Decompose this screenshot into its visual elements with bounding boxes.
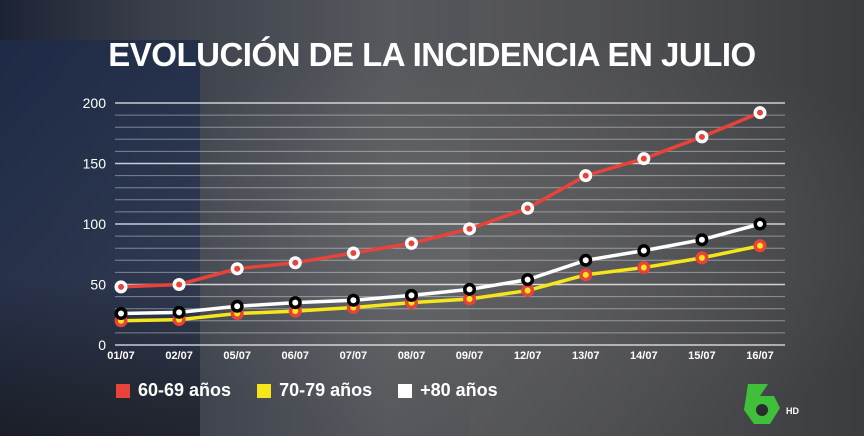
legend-label: 60-69 años — [138, 380, 232, 400]
data-point-core — [640, 155, 647, 162]
series-line — [120, 222, 761, 316]
y-tick-label: 150 — [83, 156, 107, 172]
data-point-core — [582, 172, 589, 179]
data-point-core — [466, 225, 473, 232]
x-tick-label: 08/07 — [398, 350, 426, 362]
legend-swatch — [257, 383, 272, 398]
legend-label: 70-79 años — [279, 380, 373, 400]
x-tick-label: 01/07 — [107, 350, 135, 362]
x-tick-label: 15/07 — [688, 350, 716, 362]
legend-item: +80 años — [398, 380, 498, 401]
data-point-core — [698, 236, 705, 243]
data-point-core — [350, 297, 357, 304]
background-photo-shade — [0, 40, 200, 436]
data-point-core — [466, 296, 473, 303]
data-point-core — [176, 309, 183, 316]
data-point-core — [118, 283, 124, 290]
legend: 60-69 años 70-79 años +80 años — [116, 380, 498, 401]
data-point-core — [118, 310, 124, 317]
data-point-core — [582, 257, 589, 264]
data-point-core — [176, 281, 183, 288]
data-point-core — [757, 242, 763, 249]
background-photo-wall — [470, 0, 864, 436]
legend-label: +80 años — [420, 380, 498, 400]
channel-logo — [744, 384, 780, 424]
data-point-core — [292, 259, 299, 266]
data-point-core — [408, 292, 415, 299]
series-line — [120, 111, 761, 289]
y-tick-label: 50 — [90, 277, 106, 293]
y-tick-label: 200 — [83, 95, 107, 111]
x-tick-label: 05/07 — [223, 350, 251, 362]
x-tick-label: 09/07 — [456, 350, 484, 362]
x-tick-label: 14/07 — [630, 350, 658, 362]
legend-swatch — [398, 383, 413, 398]
data-point-core — [234, 303, 241, 310]
data-point-core — [466, 286, 473, 293]
data-point-core — [524, 205, 531, 212]
legend-item: 60-69 años — [116, 380, 231, 401]
data-point-core — [698, 133, 705, 140]
data-point-core — [524, 276, 531, 283]
data-point-core — [757, 221, 763, 227]
data-point-core — [292, 299, 299, 306]
legend-item: 70-79 años — [257, 380, 372, 401]
y-tick-label: 0 — [98, 337, 106, 353]
data-point-core — [350, 250, 357, 257]
hd-badge: HD — [786, 406, 799, 416]
data-point-core — [292, 308, 299, 315]
data-point-core — [582, 271, 589, 278]
legend-swatch — [116, 383, 130, 398]
data-point-core — [408, 240, 415, 247]
y-tick-label: 100 — [83, 216, 107, 232]
data-point-core — [757, 109, 763, 116]
data-point-core — [234, 265, 241, 272]
x-tick-label: 12/07 — [514, 350, 542, 362]
x-tick-label: 02/07 — [165, 350, 193, 362]
x-tick-label: 07/07 — [340, 350, 368, 362]
data-point-core — [524, 287, 531, 294]
series-line — [120, 244, 761, 323]
data-point-core — [640, 264, 647, 271]
data-point-core — [640, 247, 647, 254]
x-tick-label: 13/07 — [572, 350, 600, 362]
chart-title: EVOLUCIÓN DE LA INCIDENCIA EN JULIO — [108, 36, 756, 73]
data-point-core — [698, 254, 705, 261]
x-tick-label: 16/07 — [746, 350, 774, 362]
x-tick-label: 06/07 — [282, 350, 310, 362]
